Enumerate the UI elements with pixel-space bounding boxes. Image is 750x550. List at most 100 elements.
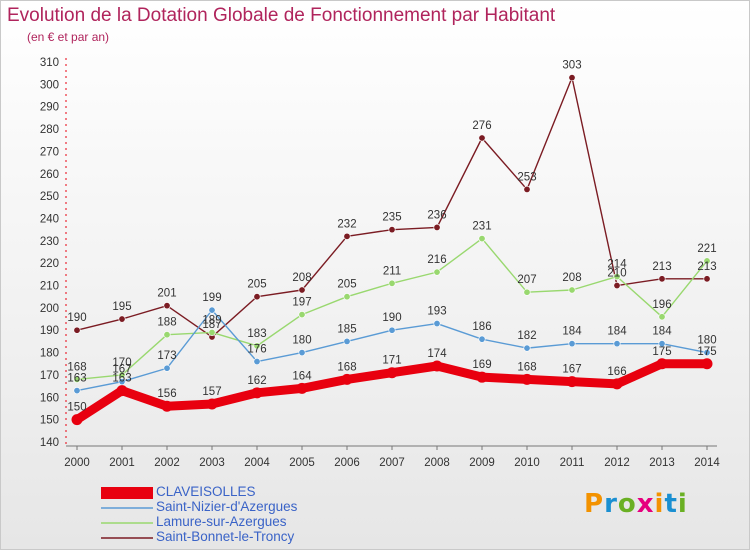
y-tick-label: 280 xyxy=(40,124,59,136)
data-label: 175 xyxy=(697,346,716,358)
data-label: 176 xyxy=(247,344,266,356)
data-point xyxy=(433,223,441,231)
data-label: 195 xyxy=(112,301,131,313)
data-label: 163 xyxy=(112,373,131,385)
data-label: 163 xyxy=(67,373,86,385)
data-label: 208 xyxy=(292,272,311,284)
data-point xyxy=(613,340,621,348)
data-point xyxy=(433,268,441,276)
x-tick-label: 2009 xyxy=(469,457,495,469)
y-tick-label: 140 xyxy=(40,437,59,449)
data-point xyxy=(658,275,666,283)
y-tick-label: 290 xyxy=(40,102,59,114)
logo-letter: i xyxy=(654,489,665,519)
data-point xyxy=(163,364,171,372)
data-point xyxy=(523,185,531,193)
data-point xyxy=(343,293,351,301)
data-point xyxy=(568,340,576,348)
data-label: 169 xyxy=(472,359,491,371)
data-point xyxy=(341,373,353,385)
data-point xyxy=(476,371,488,383)
data-label: 196 xyxy=(652,299,671,311)
logo-letter: i xyxy=(677,489,688,519)
y-tick-label: 200 xyxy=(40,303,59,315)
data-point xyxy=(388,326,396,334)
data-label: 216 xyxy=(427,254,446,266)
logo-letter: P xyxy=(584,489,605,519)
y-tick-label: 260 xyxy=(40,169,59,181)
data-label: 213 xyxy=(697,261,716,273)
data-label: 197 xyxy=(292,297,311,309)
data-label: 168 xyxy=(67,361,86,373)
data-label: 150 xyxy=(67,402,86,414)
data-label: 170 xyxy=(112,357,131,369)
data-label: 231 xyxy=(472,221,491,233)
data-label: 164 xyxy=(292,370,312,382)
legend-swatch xyxy=(101,507,153,509)
data-label: 180 xyxy=(697,335,716,347)
legend-swatch xyxy=(101,537,153,539)
data-point xyxy=(298,286,306,294)
y-tick-label: 160 xyxy=(40,392,59,404)
data-point xyxy=(568,286,576,294)
y-tick-label: 150 xyxy=(40,415,59,427)
data-point xyxy=(296,382,308,394)
data-point xyxy=(478,235,486,243)
y-tick-label: 310 xyxy=(40,57,59,69)
data-point xyxy=(208,306,216,314)
x-tick-label: 2003 xyxy=(199,457,225,469)
y-tick-label: 170 xyxy=(40,370,59,382)
x-tick-label: 2010 xyxy=(514,457,540,469)
data-point xyxy=(701,358,713,370)
y-tick-label: 300 xyxy=(40,79,59,91)
data-point xyxy=(118,315,126,323)
data-point xyxy=(118,378,126,386)
data-label: 173 xyxy=(157,350,176,362)
data-point xyxy=(521,373,533,385)
data-point xyxy=(433,320,441,328)
data-point xyxy=(431,360,443,372)
data-label: 221 xyxy=(697,243,716,255)
data-label: 185 xyxy=(337,323,356,335)
proxiti-logo: Proxiti xyxy=(584,489,688,519)
data-point xyxy=(73,387,81,395)
data-point xyxy=(566,376,578,388)
series-points xyxy=(71,74,713,426)
chart-axes: 140 150 160 170 180 190 200 210 220 230 240 250 260 2… xyxy=(40,57,721,469)
legend-label: Saint-Nizier-d'Azergues xyxy=(156,499,298,514)
data-point xyxy=(703,257,711,265)
data-label: 235 xyxy=(382,212,401,224)
data-point xyxy=(71,414,83,426)
data-label: 208 xyxy=(562,272,581,284)
data-label: 211 xyxy=(383,265,401,277)
y-tick-label: 240 xyxy=(40,213,59,225)
data-point xyxy=(478,134,486,142)
data-label: 201 xyxy=(157,288,176,300)
data-point xyxy=(388,279,396,287)
data-label: 214 xyxy=(607,259,627,271)
logo-letter: r xyxy=(604,489,618,519)
data-point xyxy=(251,387,263,399)
data-label: 188 xyxy=(157,317,176,329)
data-point xyxy=(613,282,621,290)
data-point xyxy=(568,74,576,82)
logo-letter: x xyxy=(636,489,655,519)
y-tick-label: 250 xyxy=(40,191,59,203)
chart-subtitle: (en € et par an) xyxy=(27,30,110,44)
data-point xyxy=(478,335,486,343)
data-point xyxy=(73,375,81,383)
x-tick-label: 2014 xyxy=(694,457,720,469)
logo-letter: t xyxy=(664,489,678,519)
legend-label: Saint-Bonnet-le-Troncy xyxy=(156,529,295,544)
data-label: 210 xyxy=(607,268,626,280)
y-tick-label: 220 xyxy=(40,258,59,270)
data-label: 167 xyxy=(562,364,581,376)
x-tick-label: 2008 xyxy=(424,457,450,469)
legend-label: CLAVEISOLLES xyxy=(156,484,256,499)
data-point xyxy=(611,378,623,390)
data-label: 184 xyxy=(607,326,627,338)
data-label: 166 xyxy=(607,366,626,378)
x-tick-label: 2002 xyxy=(154,457,180,469)
